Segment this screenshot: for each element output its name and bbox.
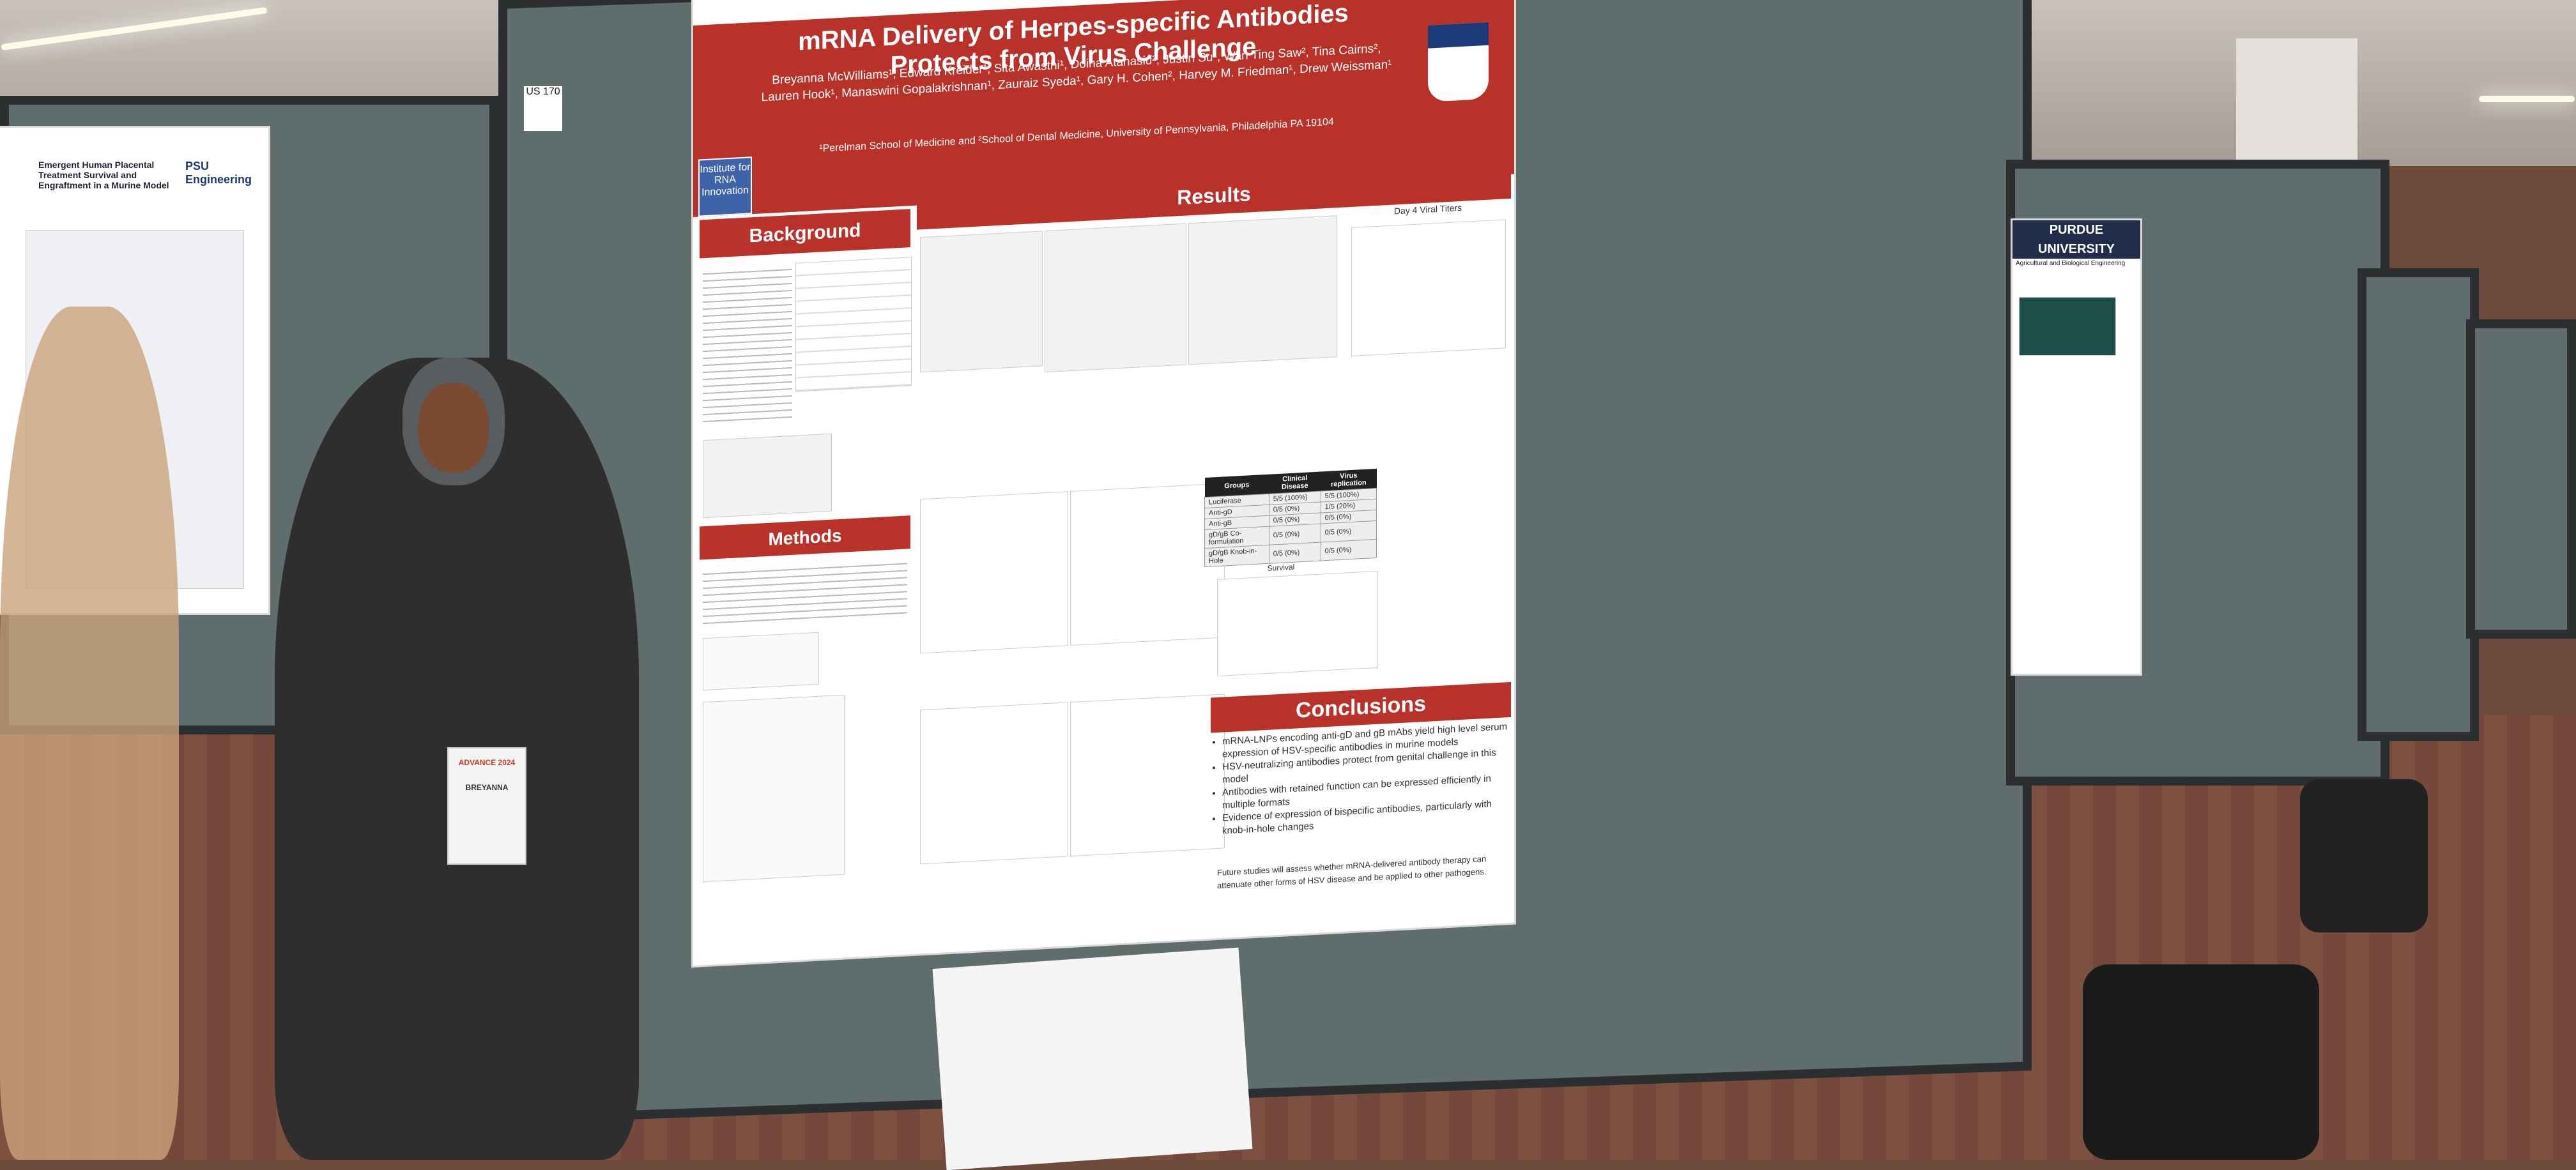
far-right-board	[2358, 268, 2479, 741]
main-poster: Institute for RNA Innovation mRNA Delive…	[693, 0, 1514, 966]
table-cell: gD/gB Knob-in-Hole	[1204, 545, 1269, 567]
methods-figure-constructs	[703, 694, 845, 883]
badge-name: BREYANNA	[465, 783, 509, 792]
left-poster-title: Emergent Human Placental Treatment Survi…	[38, 160, 169, 190]
purdue-logo: PURDUE UNIVERSITY	[2012, 220, 2140, 259]
pillar	[2236, 38, 2358, 166]
table-cell: 0/5 (0%)	[1269, 524, 1321, 545]
results-schematic	[1045, 223, 1186, 373]
results-blot-figure	[920, 231, 1043, 373]
conclusions-list: mRNA-LNPs encoding anti-gD and gB mAbs y…	[1211, 720, 1514, 838]
methods-text	[703, 557, 907, 626]
future-directions: Future studies will assess whether mRNA-…	[1217, 853, 1487, 891]
viral-titers-chart	[1351, 219, 1506, 357]
methods-heading: Methods	[700, 515, 910, 560]
backpack	[2083, 964, 2319, 1160]
blurred-person-left	[0, 307, 179, 1160]
right-poster-figure	[2019, 297, 2116, 356]
poster-tag: US 170	[524, 86, 562, 131]
elisa-chart-day28	[1070, 483, 1225, 646]
table-header: Clinical Disease	[1269, 471, 1321, 494]
background-text	[703, 262, 792, 428]
ceiling-light	[2479, 96, 2575, 102]
white-bag	[932, 947, 1253, 1170]
methods-figure-antibodies	[703, 632, 819, 691]
survival-chart	[1217, 570, 1378, 677]
background-heading: Background	[700, 209, 910, 259]
rna-institute-logo: Institute for RNA Innovation	[698, 156, 752, 217]
backpack	[2300, 779, 2428, 932]
presenter: ADVANCE 2024 BREYANNA	[275, 358, 639, 1160]
right-poster-subtitle: Agricultural and Biological Engineering	[2016, 260, 2126, 267]
presenter-face	[418, 383, 489, 473]
results-survival-schematic	[1188, 215, 1337, 365]
elisa-chart-day28-b	[1070, 694, 1225, 857]
table-cell: 0/5 (0%)	[1321, 520, 1377, 543]
table-cell: 0/5 (0%)	[1321, 539, 1377, 561]
clinical-table: Groups Clinical Disease Virus replicatio…	[1204, 468, 1377, 567]
badge-event: ADVANCE 2024	[458, 758, 516, 767]
table-header: Virus replication	[1321, 468, 1377, 492]
left-poster-logo: PSU Engineering	[185, 160, 252, 186]
far-right-board	[2466, 319, 2576, 639]
background-table	[795, 257, 912, 392]
elisa-chart-day2	[920, 491, 1068, 654]
right-poster: PURDUE UNIVERSITY Agricultural and Biolo…	[2012, 220, 2140, 674]
penn-shield-icon	[1428, 22, 1489, 102]
background-figure	[703, 433, 832, 519]
table-cell: 0/5 (0%)	[1269, 542, 1321, 564]
name-badge: ADVANCE 2024 BREYANNA	[447, 747, 526, 865]
elisa-chart-day2-b	[920, 702, 1068, 865]
